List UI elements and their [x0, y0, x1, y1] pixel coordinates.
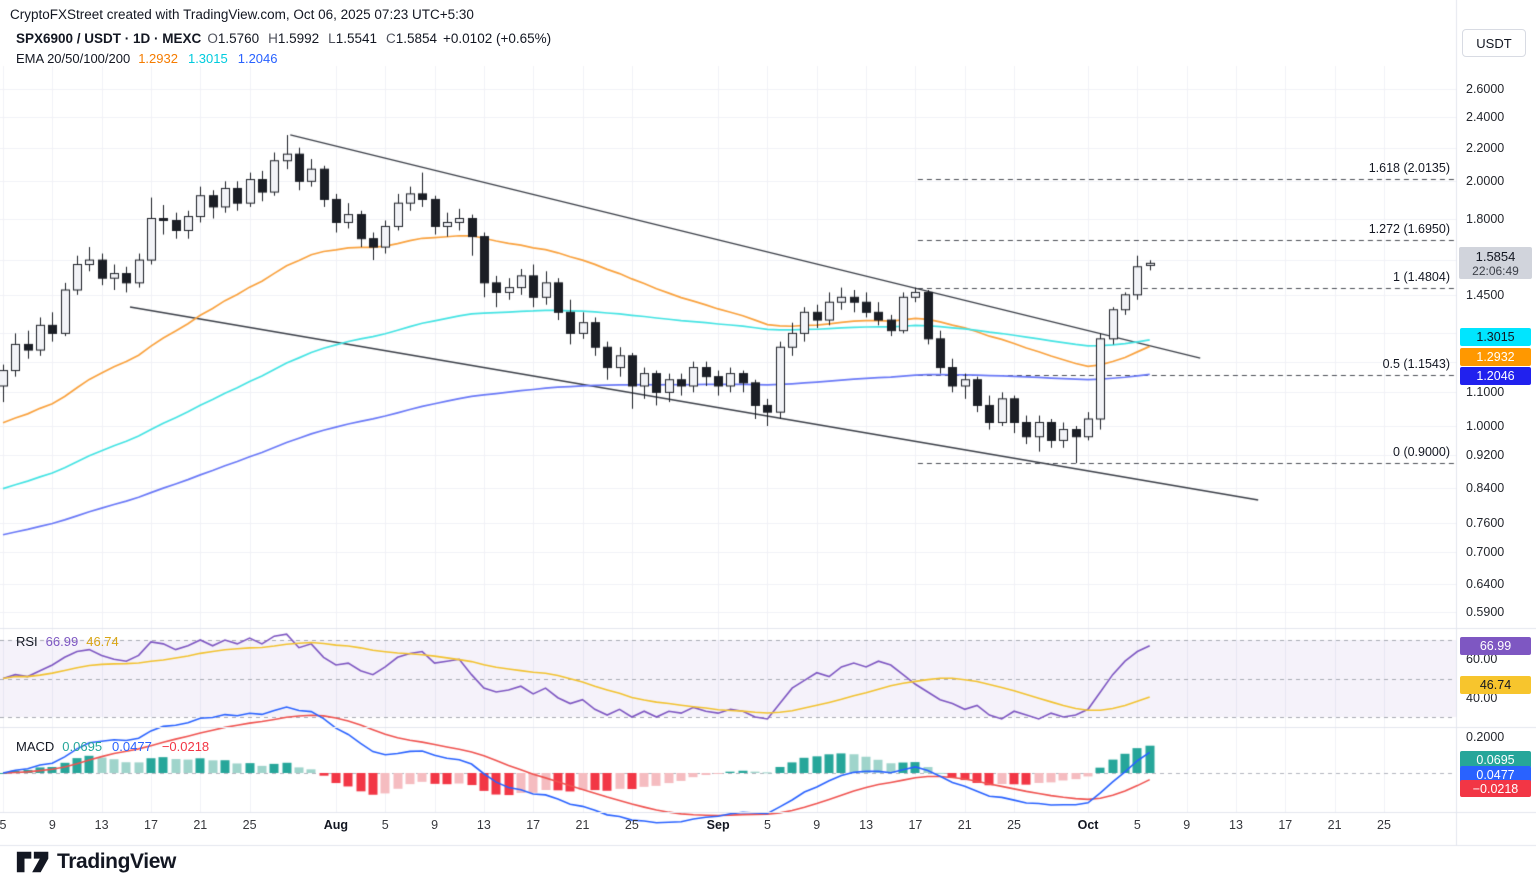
time-axis-label: 25	[624, 818, 639, 832]
ema-legend-values: 1.2932 1.3015 1.2046	[138, 51, 277, 66]
macd-legend-value: 0.0477	[112, 739, 152, 754]
watermark-text: CryptoFXStreet created with TradingView.…	[10, 7, 474, 22]
time-axis-label: 21	[193, 818, 208, 832]
rsi-ma-value: 46.74	[86, 634, 119, 649]
time-axis-label: 9	[1183, 818, 1191, 832]
ohlc-values: O1.5760 H1.5992 L1.5541 C1.5854	[207, 31, 437, 46]
fib-level-label: 1 (1.4804)	[1393, 269, 1450, 284]
time-axis-label: 13	[476, 818, 491, 832]
time-axis-label: Oct	[1077, 818, 1099, 832]
time-axis-label: 25	[1007, 818, 1021, 832]
macd-legend-label: MACD	[16, 739, 55, 754]
macd-legend-values: 0.0695 0.0477 −0.0218	[62, 739, 209, 754]
last-price-badge: 1.5854 22:06:49	[1459, 247, 1532, 280]
price-axis-tick: 2.4000	[1466, 109, 1505, 124]
ohlc-item: O1.5760	[207, 31, 260, 46]
macd-value-badge: 0.0477	[1460, 765, 1531, 783]
ema-legend[interactable]: EMA 20/50/100/200 1.2932 1.3015 1.2046	[16, 51, 278, 66]
rsi-value: 66.99	[45, 634, 79, 649]
macd-axis-tick: 0.2000	[1466, 730, 1505, 744]
time-axis-label: 21	[957, 818, 972, 832]
time-axis-label: Sep	[706, 818, 730, 832]
time-axis-label: 17	[526, 818, 541, 832]
ema-legend-value: 1.3015	[187, 51, 228, 66]
price-axis-tick: 1.1000	[1466, 385, 1505, 400]
rsi-value-badge: 46.74	[1460, 675, 1531, 694]
macd-legend-value: −0.0218	[161, 739, 210, 754]
ohlc-item: H1.5992	[268, 31, 320, 46]
time-axis-label: 13	[859, 818, 874, 832]
ohlc-item: L1.5541	[328, 31, 377, 46]
tradingview-logo-text: TradingView	[57, 850, 176, 873]
currency-button[interactable]: USDT	[1462, 29, 1526, 57]
rsi-legend[interactable]: RSI 66.99 46.74	[16, 634, 119, 649]
time-axis-label: 5	[763, 818, 771, 832]
bar-countdown: 22:06:49	[1472, 264, 1519, 279]
rsi-value-badge: 66.99	[1460, 636, 1531, 655]
ema-price-badge: 1.2046	[1460, 367, 1531, 385]
ohlc-item: C1.5854	[385, 31, 438, 46]
ema-price-badge: 1.3015	[1460, 328, 1531, 346]
ema-price-badge: 1.2932	[1460, 347, 1531, 366]
price-axis-tick: 1.4500	[1466, 287, 1505, 302]
price-axis-tick: 0.6400	[1466, 576, 1505, 591]
price-axis-tick: 0.5900	[1466, 605, 1505, 620]
fib-level-label: 0.5 (1.1543)	[1382, 357, 1450, 372]
symbol-legend[interactable]: SPX6900 / USDT · 1D · MEXC O1.5760 H1.599…	[16, 31, 551, 46]
ema-legend-label: EMA 20/50/100/200	[16, 51, 131, 66]
fib-level-label: 0 (0.9000)	[1393, 445, 1450, 460]
price-axis-tick: 0.7000	[1466, 544, 1505, 559]
price-axis-tick: 2.6000	[1466, 81, 1505, 96]
rsi-axis-tick: 40.00	[1466, 690, 1498, 705]
macd-value-badge: 0.0695	[1460, 751, 1531, 768]
time-axis-label: 13	[94, 818, 109, 832]
ema-legend-value: 1.2932	[138, 51, 178, 66]
time-axis-label: 5	[0, 818, 7, 832]
time-axis-label: 5	[1133, 818, 1141, 832]
ema-legend-value: 1.2046	[237, 51, 278, 66]
price-axis-tick: 0.9200	[1466, 448, 1505, 463]
tradingview-logo-icon	[16, 851, 49, 873]
fib-level-label: 1.272 (1.6950)	[1368, 221, 1450, 236]
change-value: +0.0102 (+0.65%)	[443, 31, 552, 46]
rsi-axis-tick: 60.00	[1466, 652, 1498, 667]
time-axis-label: 25	[1377, 818, 1391, 832]
time-axis-label: 9	[48, 818, 56, 832]
time-axis-label: Aug	[323, 818, 349, 832]
symbol-title: SPX6900 / USDT · 1D · MEXC	[16, 31, 202, 46]
price-axis-tick: 1.8000	[1466, 211, 1505, 226]
price-axis-tick: 2.2000	[1466, 140, 1505, 155]
time-axis-label: 25	[242, 818, 257, 832]
time-axis-label: 5	[381, 818, 389, 832]
time-axis-label: 13	[1229, 818, 1243, 832]
time-axis-label: 17	[1278, 818, 1293, 832]
time-axis-label: 21	[575, 818, 590, 832]
price-axis-tick: 1.0000	[1466, 419, 1505, 433]
time-axis-label: 21	[1327, 818, 1342, 832]
macd-value-badge: −0.0218	[1460, 780, 1531, 797]
price-axis-tick: 2.0000	[1466, 174, 1505, 189]
time-axis-label: 9	[431, 818, 439, 832]
fib-level-label: 1.618 (2.0135)	[1368, 160, 1450, 175]
price-axis-tick: 0.8400	[1466, 480, 1505, 495]
price-axis-tick: 0.7600	[1466, 515, 1505, 530]
tradingview-logo[interactable]: TradingView	[16, 849, 176, 875]
macd-legend[interactable]: MACD 0.0695 0.0477 −0.0218	[16, 739, 209, 754]
time-axis-label: 9	[813, 818, 821, 832]
rsi-legend-label: RSI	[16, 634, 38, 649]
last-price-value: 1.5854	[1475, 249, 1516, 265]
time-axis-label: 17	[908, 818, 923, 832]
time-axis-label: 17	[144, 818, 158, 832]
macd-legend-value: 0.0695	[62, 739, 103, 754]
